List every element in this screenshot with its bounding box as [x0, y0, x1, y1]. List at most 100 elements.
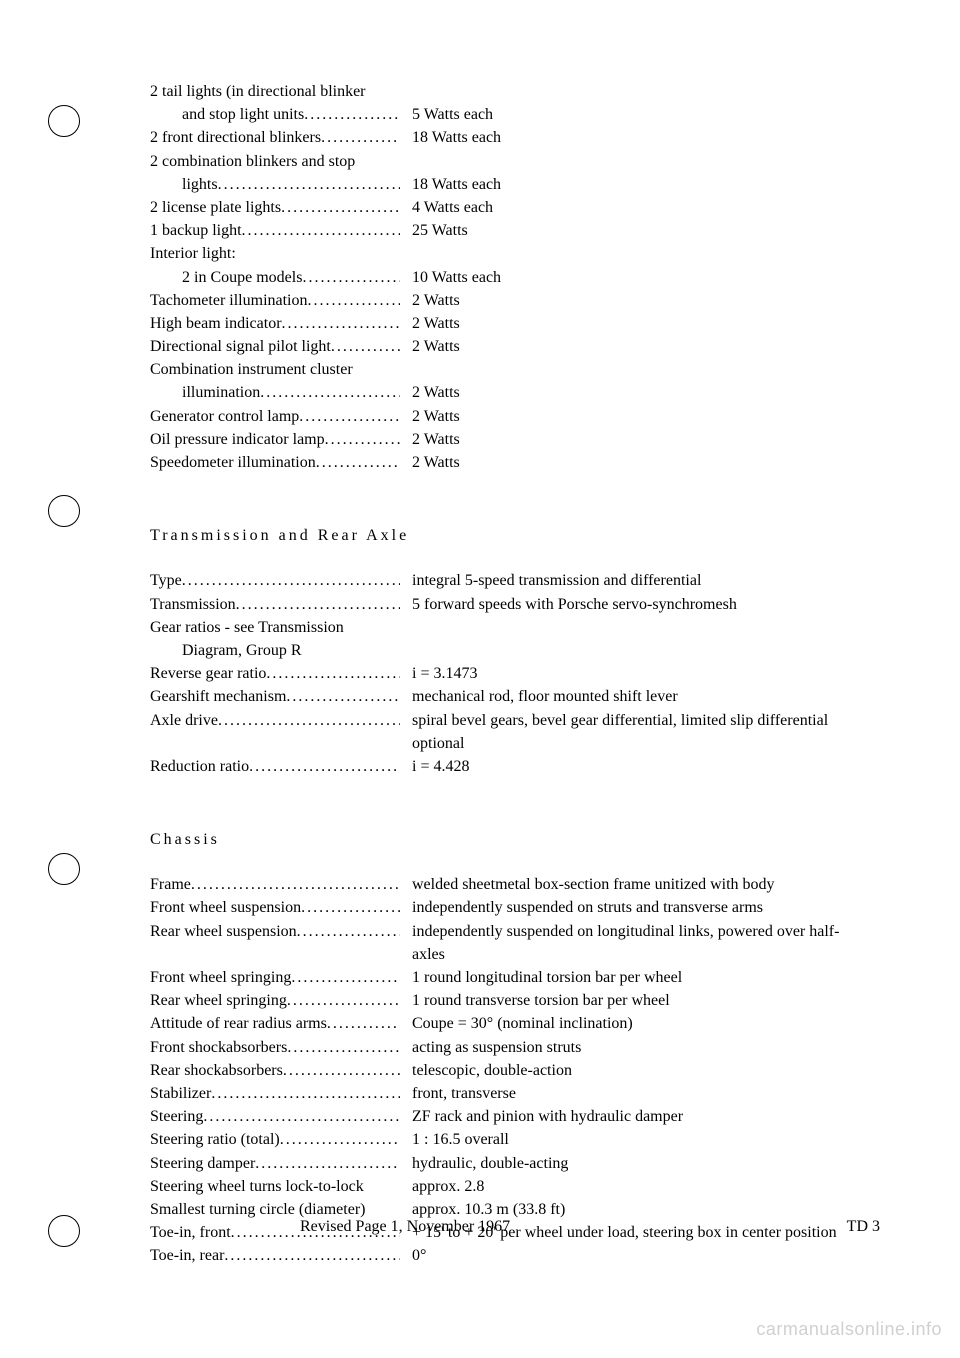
spec-row: Steering damperhydraulic, double-acting	[150, 1152, 850, 1175]
spec-label-text: High beam indicator	[150, 312, 282, 335]
spec-label-text: Gear ratios - see Transmission	[150, 616, 344, 639]
dot-leader	[280, 1128, 400, 1151]
spec-row: Stabilizerfront, transverse	[150, 1082, 850, 1105]
spec-label-text: Gearshift mechanism	[150, 685, 286, 708]
page-content: 2 tail lights (in directional blinkerand…	[150, 80, 850, 1267]
spec-label-text: Toe-in, rear	[150, 1244, 224, 1267]
spec-value: 2 Watts	[400, 405, 850, 428]
spec-value: 2 Watts	[400, 289, 850, 312]
spec-row: lights 18 Watts each	[150, 173, 850, 196]
spec-value: mechanical rod, floor mounted shift leve…	[400, 685, 850, 708]
spec-row: Speedometer illumination2 Watts	[150, 451, 850, 474]
spec-row: Transmission5 forward speeds with Porsch…	[150, 593, 850, 616]
spec-label-text: Rear wheel springing	[150, 989, 287, 1012]
spec-row: 2 front directional blinkers18 Watts eac…	[150, 126, 850, 149]
spec-label-text: 2 license plate lights	[150, 196, 281, 219]
dot-leader	[301, 896, 400, 919]
spec-row: illumination2 Watts	[150, 381, 850, 404]
spec-label: High beam indicator	[150, 312, 400, 335]
spec-row: Attitude of rear radius armsCoupe = 30° …	[150, 1012, 850, 1035]
spec-label-text: Generator control lamp	[150, 405, 299, 428]
spec-label-text: Attitude of rear radius arms	[150, 1012, 327, 1035]
dot-leader	[297, 920, 400, 943]
spec-value: independently suspended on struts and tr…	[400, 896, 850, 919]
spec-label: Transmission	[150, 593, 400, 616]
spec-row: Rear shockabsorberstelescopic, double-ac…	[150, 1059, 850, 1082]
dot-leader	[281, 196, 400, 219]
dot-leader	[224, 1244, 400, 1267]
spec-row: High beam indicator2 Watts	[150, 312, 850, 335]
spec-label: Reduction ratio	[150, 755, 400, 778]
spec-label: Tachometer illumination	[150, 289, 400, 312]
spec-row: Steering ratio (total)1 : 16.5 overall	[150, 1128, 850, 1151]
spec-row: Rear wheel springing1 round transverse t…	[150, 989, 850, 1012]
dot-leader	[286, 685, 400, 708]
spec-label: 2 license plate lights	[150, 196, 400, 219]
spec-value: 2 Watts	[400, 451, 850, 474]
spec-label: Diagram, Group R	[150, 639, 400, 662]
footer-page-code: TD 3	[847, 1215, 880, 1238]
spec-value: 18 Watts each	[400, 173, 850, 196]
spec-row: 2 combination blinkers and stop	[150, 150, 850, 173]
spec-label-text: Tachometer illumination	[150, 289, 308, 312]
dot-leader	[287, 1036, 400, 1059]
spec-row: Front shockabsorbersacting as suspension…	[150, 1036, 850, 1059]
spec-label: Combination instrument cluster	[150, 358, 400, 381]
spec-row: Toe-in, rear0°	[150, 1244, 850, 1267]
spec-label: Rear wheel suspension	[150, 920, 400, 943]
spec-label-text: Front wheel suspension	[150, 896, 301, 919]
spec-row: Oil pressure indicator lamp 2 Watts	[150, 428, 850, 451]
spec-value: front, transverse	[400, 1082, 850, 1105]
dot-leader	[302, 266, 400, 289]
dot-leader	[203, 1105, 400, 1128]
spec-label: Directional signal pilot light	[150, 335, 400, 358]
spec-row: Directional signal pilot light2 Watts	[150, 335, 850, 358]
spec-label: Generator control lamp	[150, 405, 400, 428]
spec-label-text: Reduction ratio	[150, 755, 249, 778]
spec-row: 2 tail lights (in directional blinker	[150, 80, 850, 103]
spec-row: Combination instrument cluster	[150, 358, 850, 381]
spec-value: i = 4.428	[400, 755, 850, 778]
dot-leader	[304, 103, 400, 126]
spec-label: 2 in Coupe models	[150, 266, 400, 289]
spec-row: and stop light units5 Watts each	[150, 103, 850, 126]
spec-label: Rear shockabsorbers	[150, 1059, 400, 1082]
spec-label-text: 2 tail lights (in directional blinker	[150, 80, 366, 103]
dot-leader	[266, 662, 400, 685]
spec-row: Gearshift mechanism mechanical rod, floor…	[150, 685, 850, 708]
spec-label: Speedometer illumination	[150, 451, 400, 474]
dot-leader	[211, 1082, 400, 1105]
dot-leader	[218, 709, 400, 732]
spec-row: Gear ratios - see Transmission	[150, 616, 850, 639]
spec-value: 2 Watts	[400, 428, 850, 451]
spec-label: and stop light units	[150, 103, 400, 126]
dot-leader	[287, 989, 400, 1012]
transmission-heading: Transmission and Rear Axle	[150, 524, 850, 547]
spec-value: welded sheetmetal box-section frame unit…	[400, 873, 850, 896]
spec-label: Steering damper	[150, 1152, 400, 1175]
spec-row: Rear wheel suspensionindependently suspe…	[150, 920, 850, 966]
spec-label: Reverse gear ratio	[150, 662, 400, 685]
spec-label-text: Type	[150, 569, 182, 592]
dot-leader	[182, 569, 400, 592]
spec-label: Attitude of rear radius arms	[150, 1012, 400, 1035]
spec-label-text: Front shockabsorbers	[150, 1036, 287, 1059]
spec-row: Front wheel springing1 round longitudina…	[150, 966, 850, 989]
spec-label: Interior light:	[150, 242, 400, 265]
dot-leader	[260, 381, 400, 404]
spec-label: 2 front directional blinkers	[150, 126, 400, 149]
spec-label-text: lights	[182, 173, 218, 196]
spec-row: 2 in Coupe models10 Watts each	[150, 266, 850, 289]
spec-label: Stabilizer	[150, 1082, 400, 1105]
spec-label-text: 1 backup light	[150, 219, 242, 242]
spec-row: Reverse gear ratioi = 3.1473	[150, 662, 850, 685]
spec-label-text: Steering wheel turns lock-to-lock	[150, 1175, 364, 1198]
spec-label: Front wheel springing	[150, 966, 400, 989]
spec-label-text: Oil pressure indicator lamp	[150, 428, 325, 451]
spec-row: Diagram, Group R	[150, 639, 850, 662]
spec-label-text: Transmission	[150, 593, 236, 616]
lights-spec-section: 2 tail lights (in directional blinkerand…	[150, 80, 850, 474]
spec-label: Front wheel suspension	[150, 896, 400, 919]
spec-label: Frame	[150, 873, 400, 896]
spec-label: Front shockabsorbers	[150, 1036, 400, 1059]
